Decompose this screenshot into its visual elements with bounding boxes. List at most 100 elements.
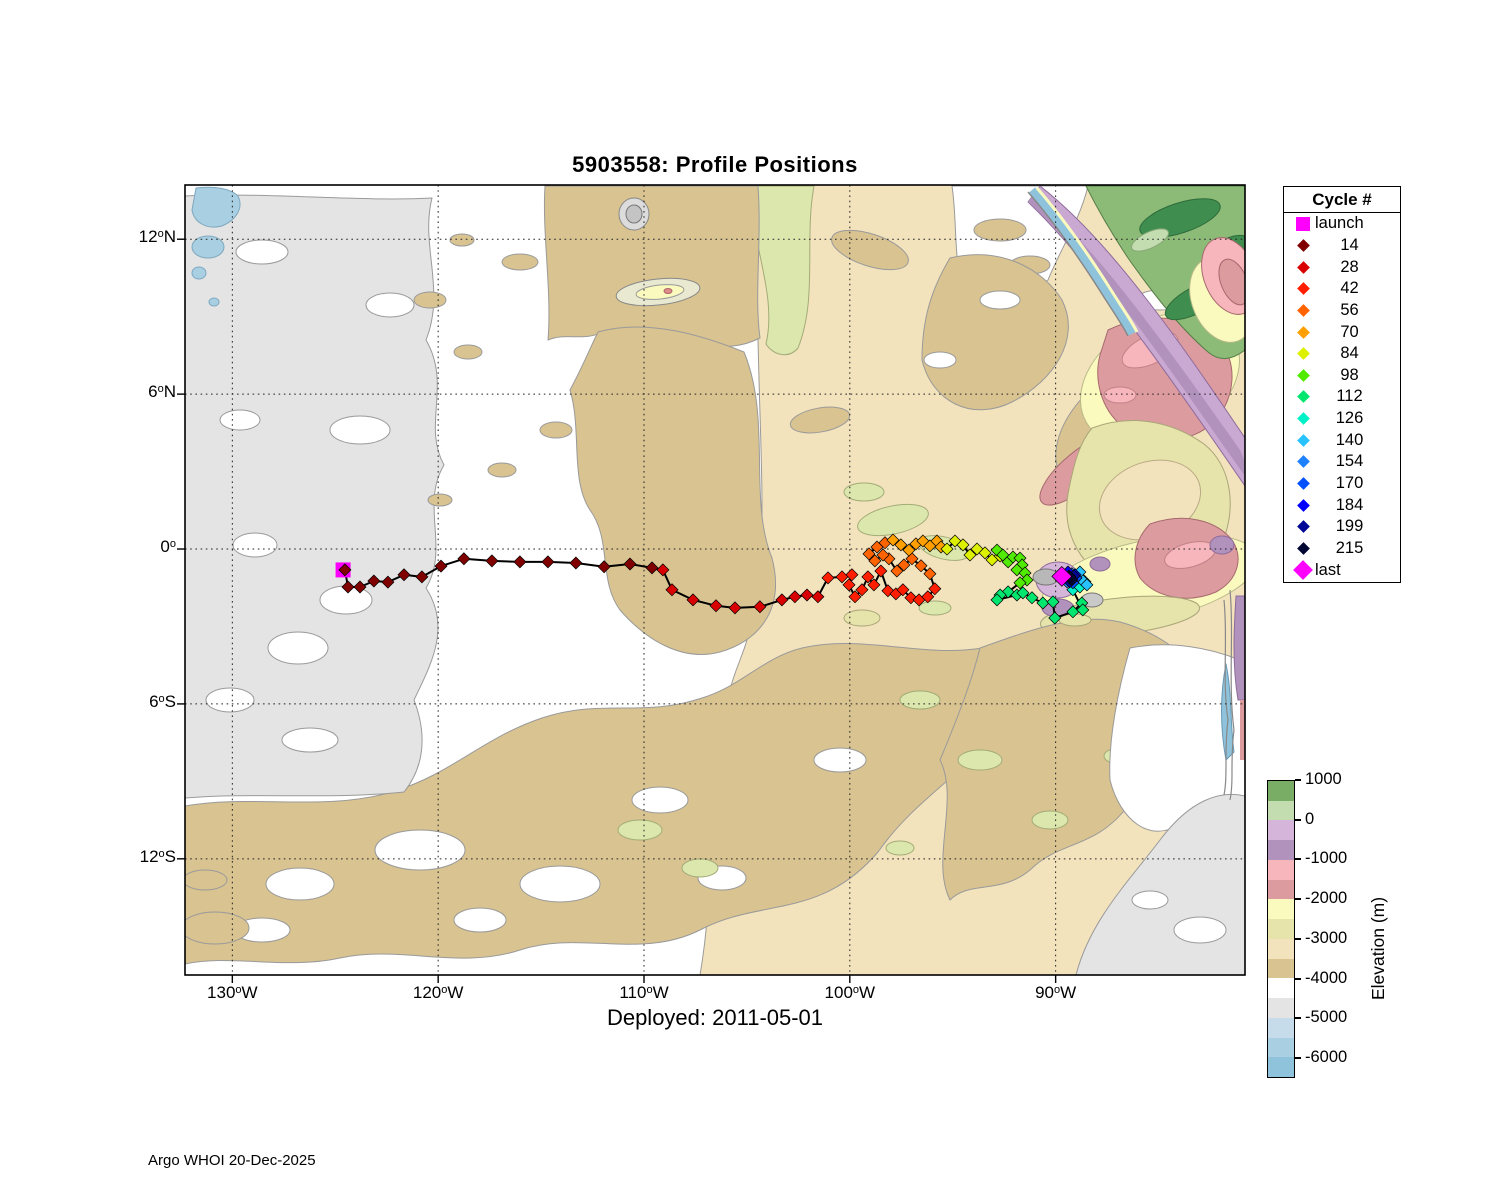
map-border <box>184 184 1246 976</box>
profile-marker <box>686 593 700 607</box>
legend-item: 84 <box>1284 343 1400 365</box>
profile-marker <box>457 552 471 566</box>
colorbar-tick-label: -3000 <box>1305 928 1348 947</box>
legend-marker <box>1291 412 1315 425</box>
profile-marker <box>513 555 527 569</box>
profile-marker <box>842 578 856 592</box>
legend-item: 126 <box>1284 408 1400 430</box>
colorbar-tick <box>1295 977 1301 980</box>
y-axis-tick-label: 0o <box>160 537 176 557</box>
profile-marker <box>928 582 942 596</box>
profile-marker <box>902 543 916 557</box>
colorbar-segment <box>1268 1037 1294 1058</box>
legend-item: 42 <box>1284 278 1400 300</box>
legend-marker <box>1291 560 1315 580</box>
legend-item-label: 84 <box>1340 344 1359 363</box>
x-axis-tick-label: 130oW <box>207 983 258 1002</box>
legend-item-label: 140 <box>1335 430 1364 449</box>
diamond-swatch-icon <box>1296 347 1310 361</box>
legend-marker <box>1291 455 1315 469</box>
profile-marker <box>923 567 937 581</box>
colorbar-segment <box>1268 938 1294 959</box>
profile-marker <box>874 564 888 578</box>
profile-marker <box>367 574 381 588</box>
profile-marker <box>645 561 659 575</box>
legend-title: Cycle # <box>1284 187 1400 213</box>
legend-item-label: 170 <box>1335 474 1364 492</box>
colorbar-tick-label: 0 <box>1305 809 1315 828</box>
profile-marker <box>848 590 862 604</box>
profile-marker <box>811 590 825 604</box>
colorbar-tick <box>1295 818 1301 821</box>
colorbar-segment <box>1268 1057 1294 1078</box>
legend-marker <box>1291 347 1315 361</box>
legend: Cycle # launch 14 28 42 56 70 84 98 112 126 140 154… <box>1283 186 1401 583</box>
profile-marker <box>921 590 935 604</box>
colorbar-segment <box>1268 978 1294 999</box>
legend-item: 199 <box>1284 516 1400 538</box>
colorbar-tick-label: 1000 <box>1305 770 1342 788</box>
profile-marker <box>956 538 970 552</box>
profile-marker <box>867 578 881 592</box>
y-axis-tick-label: 6oN <box>148 382 176 402</box>
legend-marker <box>1291 368 1315 382</box>
legend-item-label: last <box>1315 560 1341 579</box>
colorbar-tick-label: -1000 <box>1305 849 1348 868</box>
legend-item: 184 <box>1284 494 1400 516</box>
colorbar-tick-label: -5000 <box>1305 1008 1348 1027</box>
diamond-swatch-icon <box>1296 325 1310 339</box>
colorbar-segment <box>1268 1017 1294 1038</box>
profile-marker <box>1066 605 1080 619</box>
profile-marker <box>1016 586 1030 600</box>
profile-marker <box>485 554 499 568</box>
y-axis-tick-label: 6oS <box>149 691 176 711</box>
legend-item-label: 14 <box>1340 235 1359 254</box>
legend-item: 112 <box>1284 386 1400 408</box>
legend-item-label: 98 <box>1340 365 1359 384</box>
legend-item: 14 <box>1284 235 1400 257</box>
colorbar-segment <box>1268 800 1294 821</box>
legend-marker <box>1291 282 1315 296</box>
legend-item-label: 112 <box>1336 387 1363 406</box>
legend-item: 215 <box>1284 538 1400 560</box>
profile-marker <box>990 593 1004 607</box>
profile-marker <box>1036 596 1050 610</box>
profile-marker <box>397 568 411 582</box>
profile-marker <box>886 533 900 547</box>
colorbar-tick <box>1295 1017 1301 1020</box>
profile-marker <box>788 590 802 604</box>
legend-marker <box>1291 542 1315 555</box>
legend-marker <box>1291 498 1315 512</box>
legend-marker <box>1291 304 1315 317</box>
colorbar-segment <box>1268 859 1294 880</box>
legend-item: 56 <box>1284 300 1400 322</box>
colorbar-tick-label: -4000 <box>1305 968 1348 987</box>
profile-marker <box>897 558 911 572</box>
legend-item-label: 154 <box>1335 452 1364 471</box>
diamond-swatch-icon <box>1296 412 1310 425</box>
profile-marker <box>775 593 789 607</box>
profile-marker <box>665 583 679 597</box>
colorbar-segment <box>1268 899 1294 920</box>
profile-marker <box>1013 576 1027 590</box>
legend-item-label: launch <box>1315 214 1364 233</box>
legend-item: 154 <box>1284 451 1400 473</box>
profile-marker <box>1076 603 1090 617</box>
profile-marker <box>597 560 611 574</box>
legend-item: launch <box>1284 213 1400 235</box>
profile-marker <box>861 570 875 584</box>
diamond-swatch-icon <box>1296 260 1310 274</box>
footer-credit: Argo WHOI 20-Dec-2025 <box>148 1152 316 1169</box>
profile-marker <box>341 580 355 594</box>
profile-marker <box>728 601 742 615</box>
legend-marker <box>1291 477 1315 490</box>
legend-item-label: 199 <box>1335 517 1364 536</box>
profile-marker <box>1046 595 1060 609</box>
profile-marker <box>338 563 352 577</box>
legend-marker <box>1291 520 1315 534</box>
colorbar-tick <box>1295 858 1301 861</box>
profile-marker <box>353 580 367 594</box>
diamond-swatch-icon <box>1296 542 1310 555</box>
x-axis-tick-label: 110oW <box>619 983 669 1002</box>
